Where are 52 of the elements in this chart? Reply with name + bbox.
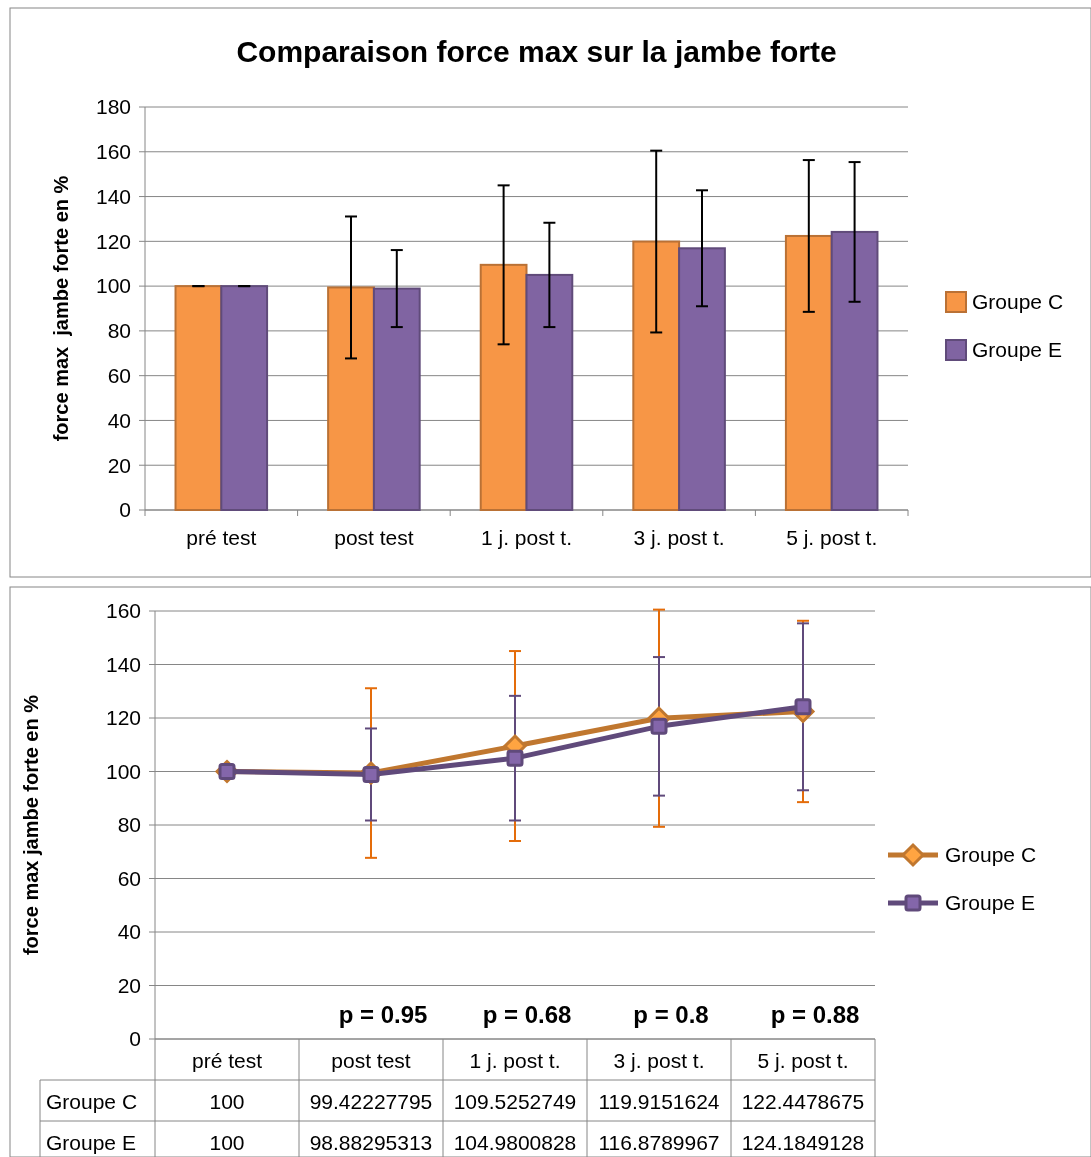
legend-label: Groupe C (972, 290, 1064, 314)
x-tick-label: 1 j. post t. (480, 526, 573, 549)
y-axis-title: force max jambe forte en % (20, 694, 42, 956)
legend-label: Groupe E (972, 338, 1062, 362)
y-tick-label: 40 (107, 408, 131, 432)
y-tick-label: 40 (117, 920, 141, 944)
data-label: 104.9800828 (453, 1131, 577, 1154)
y-tick-label: 0 (119, 498, 131, 522)
data-label: 98.88295313 (309, 1131, 433, 1154)
legend-label: Groupe C (945, 843, 1037, 867)
y-tick-label: 80 (117, 813, 141, 837)
y-tick-label: 20 (107, 453, 131, 477)
y-tick-label: 140 (105, 652, 141, 676)
annotation: p = 0.88 (770, 1001, 860, 1028)
annotation: p = 0.95 (338, 1001, 428, 1028)
annotation: p = 0.8 (633, 1001, 709, 1028)
data-label: 100 (209, 1131, 245, 1154)
x-tick-label: 3 j. post t. (613, 1049, 705, 1072)
y-tick-label: 140 (95, 184, 131, 208)
x-tick-label: 5 j. post t. (757, 1049, 849, 1072)
data-label: 109.5252749 (453, 1090, 577, 1113)
y-tick-label: 60 (107, 364, 131, 388)
y-tick-label: 60 (117, 866, 141, 890)
data-label: 122.4478675 (741, 1090, 865, 1113)
y-tick-label: 100 (95, 274, 131, 298)
annotation: p = 0.68 (482, 1001, 572, 1028)
text: Groupe E (46, 1131, 136, 1154)
data-label: 100 (209, 1090, 245, 1113)
x-tick-label: post test (331, 1049, 411, 1072)
chart-title: Comparaison force max sur la jambe forte (236, 35, 837, 68)
x-tick-label: pré test (186, 526, 257, 549)
y-tick-label: 0 (129, 1027, 141, 1051)
x-tick-label: pré test (191, 1049, 263, 1072)
y-tick-label: 120 (95, 229, 131, 253)
data-label: 124.1849128 (741, 1131, 865, 1154)
y-tick-label: 120 (105, 706, 141, 730)
y-tick-label: 160 (95, 140, 131, 164)
y-tick-label: 80 (107, 319, 131, 343)
data-label: 119.9151624 (598, 1090, 720, 1113)
y-tick-label: 20 (117, 973, 141, 997)
x-tick-label: 1 j. post t. (469, 1049, 561, 1072)
y-axis-title: force max jambe forte en % (50, 175, 72, 442)
y-tick-label: 180 (95, 95, 131, 119)
x-tick-label: 5 j. post t. (786, 526, 878, 549)
x-tick-label: post test (334, 526, 414, 549)
text: Groupe C (46, 1090, 138, 1113)
y-tick-label: 100 (105, 759, 141, 783)
legend-label: Groupe E (945, 891, 1035, 915)
x-tick-label: 3 j. post t. (633, 526, 725, 549)
y-tick-label: 160 (105, 599, 141, 623)
data-label: 99.42227795 (309, 1090, 433, 1113)
data-label: 116.8789967 (598, 1131, 720, 1154)
